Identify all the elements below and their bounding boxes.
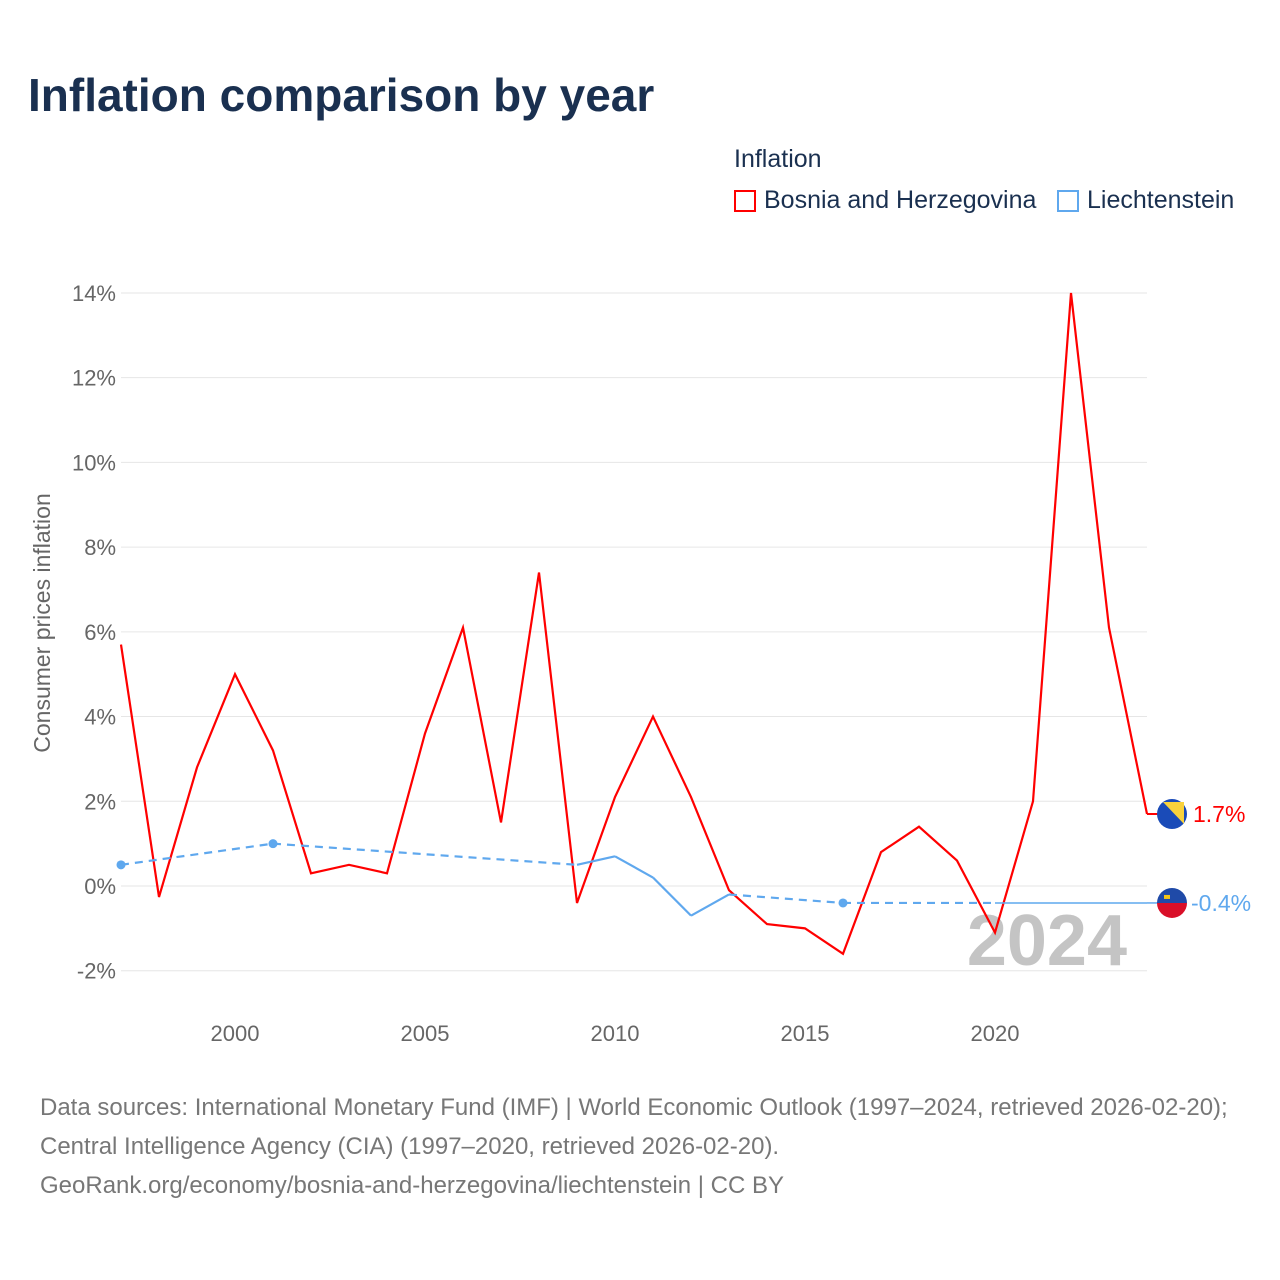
- legend-swatch: [1057, 189, 1079, 212]
- y-tick-label: 12%: [72, 366, 116, 391]
- x-tick-label: 2000: [211, 1021, 260, 1046]
- y-tick-label: 4%: [84, 705, 116, 730]
- series-segment-liechtenstein: [652, 876, 692, 917]
- series-segment-liechtenstein: [576, 855, 616, 866]
- legend-item-liechtenstein[interactable]: Liechtenstein: [1057, 186, 1234, 215]
- liechtenstein-flag-icon: [1157, 887, 1187, 903]
- liechtenstein-flag-bottom: [1157, 902, 1187, 918]
- data-point: [838, 898, 848, 908]
- y-tick-label: 0%: [84, 874, 116, 899]
- end-label-liechtenstein: -0.4%: [1191, 890, 1251, 916]
- end-label-bosnia: 1.7%: [1193, 801, 1245, 827]
- data-sources: Data sources: International Monetary Fun…: [40, 1094, 1228, 1160]
- series-segment-liechtenstein: [614, 855, 654, 879]
- footer: Data sources: International Monetary Fun…: [40, 1088, 1250, 1205]
- bosnia-flag-triangle: [1163, 801, 1184, 824]
- series-segment-liechtenstein: [120, 842, 274, 866]
- x-tick-label: 2005: [401, 1021, 450, 1046]
- y-tick-label: 10%: [72, 450, 116, 475]
- data-point: [268, 839, 278, 849]
- series-line-bosnia: [119, 292, 1149, 956]
- legend-label: Liechtenstein: [1087, 186, 1235, 214]
- legend-item-bosnia[interactable]: Bosnia and Herzegovina: [734, 186, 1036, 215]
- y-tick-label: 14%: [72, 281, 116, 306]
- data-point: [116, 860, 126, 870]
- y-tick-label: 2%: [84, 789, 116, 814]
- crown-icon: [1164, 894, 1170, 899]
- plot-area: -2% 0% 2% 4% 6% 8% 10% 12% 14% 2000 2005 2010 2015 20…: [29, 281, 1251, 1046]
- x-tick-label: 2015: [781, 1021, 830, 1046]
- legend-title: Inflation: [734, 145, 822, 173]
- source-link[interactable]: GeoRank.org/economy/bosnia-and-herzegovi…: [40, 1172, 784, 1199]
- x-tick-label: 2010: [591, 1021, 640, 1046]
- legend-label: Bosnia and Herzegovina: [764, 186, 1037, 214]
- x-tick-label: 2020: [971, 1021, 1020, 1046]
- y-tick-label: 8%: [84, 535, 116, 560]
- legend-swatch: [734, 189, 756, 212]
- y-axis-label: Consumer prices inflation: [29, 493, 55, 753]
- y-tick-label: -2%: [77, 959, 116, 984]
- year-watermark: 2024: [967, 901, 1127, 981]
- series-segment-liechtenstein: [728, 893, 844, 905]
- y-tick-label: 6%: [84, 620, 116, 645]
- chart-title: Inflation comparison by year: [28, 69, 655, 121]
- series-segment-liechtenstein: [690, 893, 730, 917]
- series-segment-liechtenstein: [272, 842, 578, 866]
